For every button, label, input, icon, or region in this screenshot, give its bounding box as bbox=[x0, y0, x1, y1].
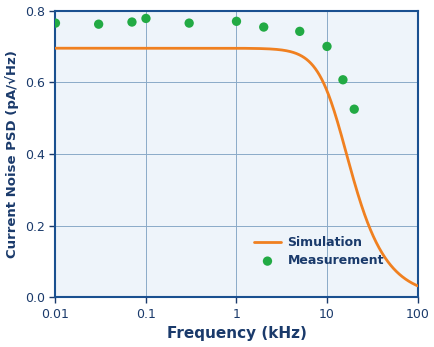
Simulation bbox=[341, 144, 346, 148]
Line: Simulation: Simulation bbox=[56, 48, 417, 286]
Simulation bbox=[414, 284, 419, 288]
Simulation bbox=[301, 56, 306, 60]
X-axis label: Frequency (kHz): Frequency (kHz) bbox=[166, 327, 306, 341]
Y-axis label: Current Noise PSD (pA/√Hz): Current Noise PSD (pA/√Hz) bbox=[6, 50, 20, 258]
Measurement bbox=[185, 20, 192, 26]
Measurement bbox=[260, 24, 266, 30]
Measurement bbox=[296, 28, 302, 34]
Simulation bbox=[199, 46, 204, 50]
Simulation bbox=[89, 46, 95, 50]
Measurement bbox=[128, 19, 135, 25]
Measurement bbox=[323, 44, 330, 49]
Legend: Simulation, Measurement: Simulation, Measurement bbox=[250, 232, 387, 271]
Measurement bbox=[350, 107, 357, 112]
Measurement bbox=[339, 77, 345, 83]
Measurement bbox=[52, 20, 59, 26]
Simulation bbox=[335, 121, 340, 125]
Simulation bbox=[212, 46, 217, 50]
Simulation bbox=[53, 46, 58, 50]
Measurement bbox=[233, 18, 240, 24]
Measurement bbox=[95, 22, 102, 27]
Measurement bbox=[142, 16, 149, 21]
